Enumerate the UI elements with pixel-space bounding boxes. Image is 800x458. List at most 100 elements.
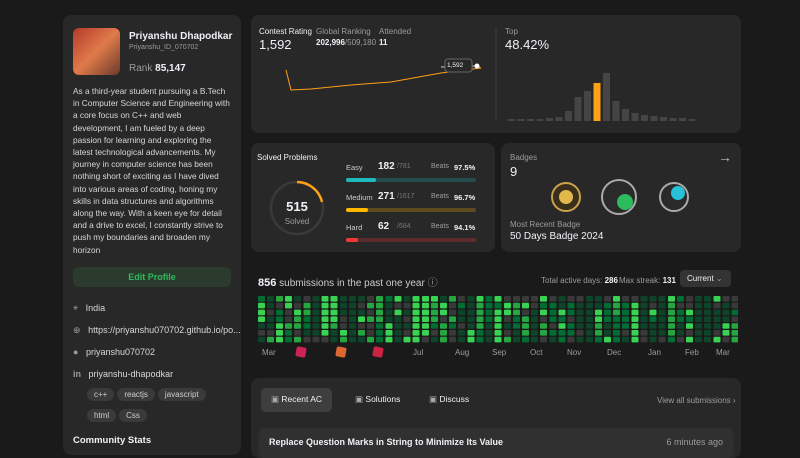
tab[interactable]: ▣ Recent AC [261, 388, 333, 412]
website[interactable]: https://priyanshu070702.github.io/po... [88, 325, 241, 335]
skill[interactable]: html [87, 409, 117, 422]
github[interactable]: priyanshu070702 [85, 347, 156, 357]
solved-title: Solved Problems [257, 153, 318, 162]
heatmap-cell [649, 316, 657, 322]
difficulty-solved: 271 [378, 191, 395, 202]
heatmap-cell [622, 316, 629, 322]
heatmap-cell [276, 336, 283, 343]
heatmap-cell [285, 323, 292, 329]
heatmap-cell [422, 316, 429, 322]
heatmap-cell [731, 330, 738, 336]
heatmap-cell [513, 302, 520, 309]
global-label: Global Ranking [316, 27, 371, 36]
histogram-bar [603, 73, 610, 121]
heatmap-cell [285, 316, 292, 322]
heatmap-cell [695, 309, 702, 316]
heatmap-cell [586, 309, 593, 316]
heatmap-cell [349, 336, 356, 343]
skill[interactable]: c++ [87, 388, 115, 401]
histogram-bar [612, 101, 620, 121]
heatmap-cell [412, 309, 420, 316]
heatmap-cell [613, 323, 620, 329]
submission-text: submissions in the past one year [279, 278, 425, 289]
heatmap-cell [476, 309, 484, 316]
heatmap-cell [358, 316, 365, 322]
heatmap-cell [686, 323, 693, 329]
heatmap-cell [312, 316, 320, 322]
heatmap-cell [704, 330, 711, 336]
global-total: /509,180 [344, 38, 377, 47]
heatmap-cell [522, 323, 529, 329]
difficulty-name: Easy [346, 163, 363, 172]
heatmap-cell [658, 330, 666, 336]
heatmap-cell [422, 323, 429, 329]
active: 286 [604, 276, 618, 285]
badges-title: Badges [510, 153, 538, 162]
heatmap-cell [677, 336, 684, 343]
heatmap-cell [303, 296, 311, 302]
heatmap-cell [658, 296, 666, 302]
location: India [85, 303, 106, 313]
heatmap-cell [303, 323, 311, 329]
histogram-bar [527, 119, 534, 121]
heatmap-cell [485, 316, 493, 322]
heatmap-cell [358, 309, 365, 316]
tab[interactable]: ▣ Discuss [419, 388, 479, 412]
heatmap-cell [504, 296, 511, 302]
heatmap-cell [403, 336, 411, 343]
heatmap-cell [285, 309, 292, 316]
heatmap-cell [595, 323, 602, 329]
beats-label: Beats [431, 193, 449, 200]
heatmap-cell [622, 302, 629, 309]
heatmap-cell [431, 336, 438, 343]
heatmap-cell [531, 336, 538, 343]
heatmap-cell [604, 316, 611, 322]
heatmap-cell [431, 309, 438, 316]
recent-row[interactable]: Replace Question Marks in String to Mini… [259, 428, 733, 458]
heatmap-cell [340, 336, 347, 343]
heatmap-cell [376, 330, 383, 336]
heatmap-cell [294, 336, 301, 343]
skill[interactable]: Css [119, 409, 147, 422]
heatmap-cell [303, 330, 311, 336]
heatmap-cell [504, 336, 511, 343]
heatmap-cell [631, 296, 639, 302]
heatmap-cell [613, 309, 620, 316]
heatmap-cell [349, 316, 356, 322]
heatmap-cell [567, 302, 575, 309]
heatmap-cell [276, 309, 283, 316]
heatmap-cell [504, 309, 511, 316]
heatmap-cell [558, 336, 566, 343]
view-all[interactable]: View all submissions › [657, 396, 736, 405]
heatmap-cell [340, 316, 347, 322]
heatmap-cell [476, 323, 484, 329]
heatmap-cell [330, 296, 338, 302]
heatmap-cell [649, 330, 657, 336]
heatmap-cell [677, 296, 684, 302]
difficulty-track [346, 208, 476, 212]
heatmap-cell [412, 316, 420, 322]
heatmap-cell [367, 309, 374, 316]
tab[interactable]: ▣ Solutions [345, 388, 410, 412]
histogram-bar [593, 83, 601, 121]
heatmap-cell [540, 330, 547, 336]
skill[interactable]: javascript [157, 388, 206, 401]
heatmap-cell [668, 336, 675, 343]
heatmap-cell [631, 323, 639, 329]
skill[interactable]: reactjs [117, 388, 155, 401]
heatmap-cell [576, 296, 584, 302]
year-select[interactable]: Current ⌄ [680, 270, 731, 287]
edit-button[interactable]: Edit Profile [73, 267, 231, 287]
heatmap-cell [640, 336, 648, 343]
heatmap-cell [522, 330, 529, 336]
heatmap-cell [403, 330, 411, 336]
heatmap-cell [677, 323, 684, 329]
heatmap-cell [312, 296, 320, 302]
heatmap-cell [312, 323, 320, 329]
badges-arrow[interactable]: → [718, 149, 732, 165]
recent-title: Replace Question Marks in String to Mini… [269, 437, 504, 447]
heatmap-cell [613, 296, 620, 302]
heatmap-cell [431, 316, 438, 322]
heatmap-cell [604, 309, 611, 316]
linkedin[interactable]: priyanshu-dhapodkar [88, 369, 174, 379]
